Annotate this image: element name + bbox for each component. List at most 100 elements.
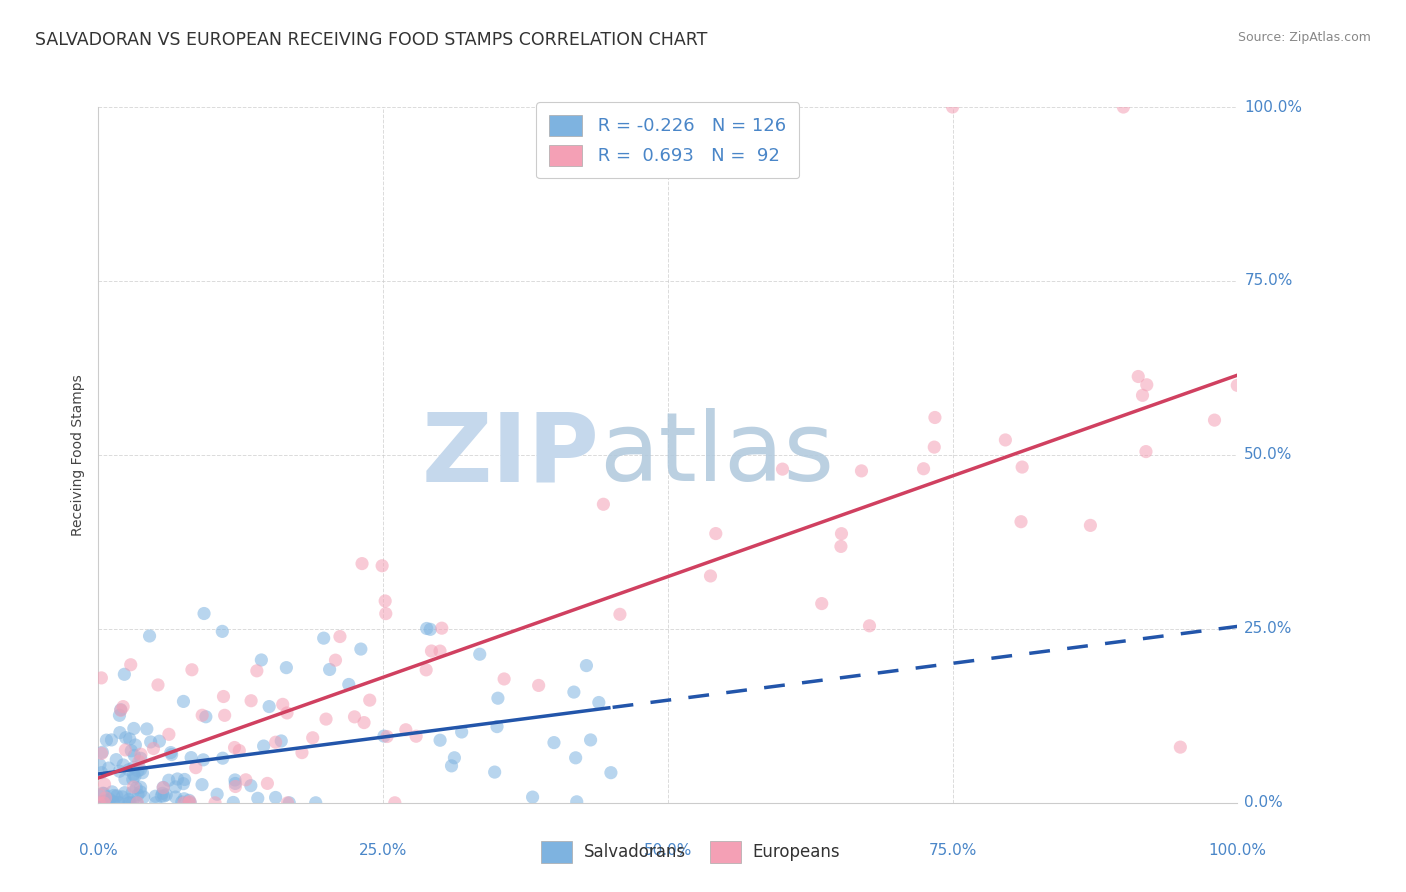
Text: Europeans: Europeans (752, 843, 839, 861)
Point (89, 788, 111, 802)
Point (191, 778, 214, 792)
Point (118, 792, 141, 806)
Point (522, 790, 544, 805)
Point (429, 733, 451, 747)
Point (699, 569, 721, 583)
Point (337, 677, 360, 691)
Point (138, 629, 160, 643)
Point (301, 731, 323, 745)
Point (108, 764, 131, 779)
Point (204, 796, 226, 810)
Point (160, 747, 183, 762)
Point (384, 796, 406, 810)
Point (166, 772, 188, 786)
Point (118, 731, 141, 746)
Point (108, 708, 131, 723)
Point (350, 557, 373, 571)
Point (105, 753, 128, 767)
Point (373, 729, 395, 743)
Text: 0.0%: 0.0% (79, 843, 118, 858)
Point (114, 731, 136, 745)
Point (318, 663, 340, 677)
Point (177, 796, 200, 810)
Text: 25.0%: 25.0% (1244, 622, 1292, 636)
Point (419, 623, 441, 637)
Point (353, 715, 375, 730)
Point (173, 796, 195, 810)
Point (429, 644, 451, 658)
Point (291, 746, 314, 760)
Point (90, 747, 112, 761)
Point (121, 772, 143, 787)
Point (111, 789, 134, 804)
Point (224, 740, 246, 755)
Point (375, 730, 398, 744)
Y-axis label: Receiving Food Stamps: Receiving Food Stamps (72, 374, 86, 536)
Point (212, 690, 235, 704)
Point (405, 729, 427, 743)
Point (343, 710, 366, 724)
Point (152, 786, 174, 800)
Point (257, 699, 280, 714)
Point (564, 751, 586, 765)
Point (994, 433, 1017, 447)
Point (830, 540, 852, 554)
Point (177, 793, 200, 807)
Text: 100.0%: 100.0% (1208, 843, 1267, 858)
Point (121, 785, 143, 799)
Point (148, 734, 170, 748)
Text: atlas: atlas (599, 409, 835, 501)
Point (108, 725, 131, 739)
Point (87, 796, 110, 810)
Point (395, 723, 418, 737)
Point (924, 410, 946, 425)
Point (145, 796, 167, 810)
Point (124, 769, 146, 783)
Point (127, 788, 149, 802)
Point (271, 698, 294, 712)
Point (486, 691, 509, 706)
Point (129, 751, 152, 765)
Point (150, 789, 173, 803)
Text: Source: ZipAtlas.com: Source: ZipAtlas.com (1237, 31, 1371, 45)
Point (250, 653, 273, 667)
Point (579, 733, 602, 747)
Text: 75.0%: 75.0% (1244, 274, 1292, 288)
Point (97, 761, 120, 775)
Point (129, 780, 152, 795)
Point (1112, 100, 1135, 114)
Point (1080, 518, 1102, 533)
Point (264, 735, 287, 749)
Point (157, 773, 180, 788)
Point (129, 747, 152, 762)
Point (132, 790, 155, 805)
Point (128, 755, 150, 769)
Point (443, 751, 465, 765)
Point (484, 765, 506, 780)
Point (194, 710, 217, 724)
Point (114, 772, 136, 786)
Point (157, 727, 180, 741)
Point (240, 694, 263, 708)
Point (118, 796, 141, 810)
Point (312, 631, 335, 645)
Point (772, 462, 794, 476)
Point (810, 597, 832, 611)
Point (1128, 369, 1150, 384)
Point (165, 780, 187, 794)
Point (278, 796, 301, 810)
Point (120, 796, 142, 810)
Point (90, 796, 112, 810)
Point (127, 764, 149, 778)
Point (276, 706, 298, 720)
Point (103, 789, 125, 803)
Point (110, 703, 132, 717)
Point (228, 743, 250, 757)
Point (125, 780, 148, 795)
Point (170, 795, 193, 809)
Point (96, 733, 118, 747)
Point (121, 796, 143, 810)
Point (430, 621, 453, 635)
Point (609, 607, 631, 622)
Text: 75.0%: 75.0% (928, 843, 977, 858)
